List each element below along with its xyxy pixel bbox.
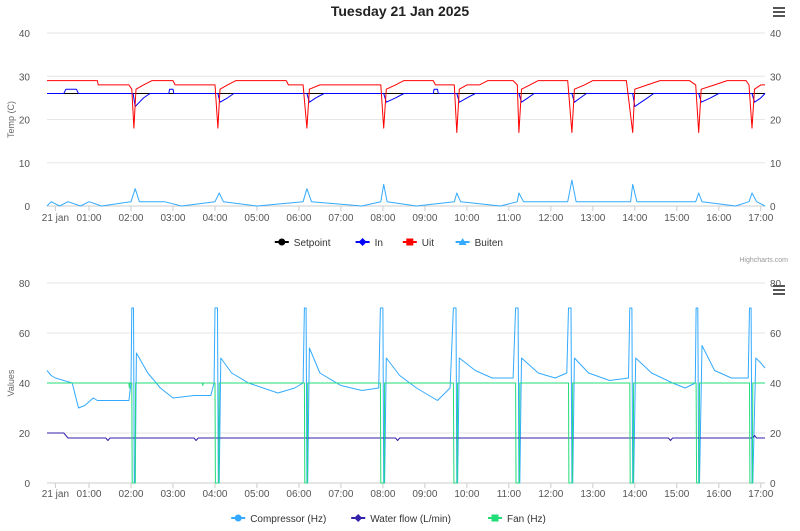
legend-item[interactable]: Fan (Hz) bbox=[488, 514, 546, 525]
legend-item[interactable]: Water flow (L/min) bbox=[351, 514, 451, 525]
square-marker-icon bbox=[406, 238, 414, 246]
x-tick-label: 09:00 bbox=[412, 213, 437, 224]
legend-label: Water flow (L/min) bbox=[370, 514, 451, 525]
y-tick-label-left: 40 bbox=[19, 29, 31, 40]
y-axis-title: Temp (C) bbox=[6, 101, 16, 138]
series-line-in bbox=[47, 88, 766, 107]
x-tick-label: 21 jan bbox=[42, 489, 69, 500]
y-tick-label-right: 40 bbox=[770, 379, 782, 390]
x-tick-label: 11:00 bbox=[497, 489, 522, 500]
x-tick-label: 12:00 bbox=[538, 489, 563, 500]
diamond-marker-icon bbox=[358, 238, 367, 246]
x-tick-label: 03:00 bbox=[160, 213, 185, 224]
circle-marker-icon bbox=[234, 514, 242, 522]
chart-title: Tuesday 21 Jan 2025 bbox=[331, 3, 469, 19]
x-tick-label: 01:00 bbox=[76, 489, 101, 500]
legend-label: Uit bbox=[422, 238, 434, 249]
y-tick-label-right: 10 bbox=[770, 159, 782, 170]
x-tick-label: 15:00 bbox=[664, 213, 689, 224]
y-tick-label-left: 20 bbox=[19, 429, 31, 440]
y-tick-label-left: 80 bbox=[19, 279, 31, 290]
legend-item[interactable]: Buiten bbox=[455, 238, 503, 249]
legend-label: In bbox=[375, 238, 383, 249]
x-tick-label: 11:00 bbox=[497, 213, 522, 224]
y-tick-label-left: 30 bbox=[19, 72, 31, 83]
x-tick-label: 14:00 bbox=[622, 213, 647, 224]
x-tick-label: 17:00 bbox=[748, 213, 773, 224]
x-tick-label: 01:00 bbox=[76, 213, 101, 224]
x-tick-label: 14:00 bbox=[622, 489, 647, 500]
diamond-marker-icon bbox=[354, 514, 363, 522]
x-tick-label: 08:00 bbox=[370, 213, 395, 224]
y-tick-label-right: 20 bbox=[770, 116, 782, 127]
highcharts-credit[interactable]: Highcharts.com bbox=[739, 257, 788, 264]
y-tick-label-left: 10 bbox=[19, 159, 31, 170]
x-tick-label: 05:00 bbox=[244, 489, 269, 500]
x-tick-label: 15:00 bbox=[664, 489, 689, 500]
x-tick-label: 16:00 bbox=[706, 489, 731, 500]
y-tick-label-right: 20 bbox=[770, 429, 782, 440]
series-line-water-flow-l-min- bbox=[47, 432, 765, 441]
legend-label: Fan (Hz) bbox=[507, 514, 546, 525]
legend-item[interactable]: Uit bbox=[402, 238, 434, 249]
y-tick-label-right: 40 bbox=[770, 29, 782, 40]
circle-marker-icon bbox=[278, 238, 286, 246]
x-tick-label: 09:00 bbox=[412, 489, 437, 500]
x-tick-label: 02:00 bbox=[118, 489, 143, 500]
x-tick-label: 16:00 bbox=[706, 213, 731, 224]
chart-1: 0 0 10 10 20 20 30 30 40 40 Temp (C) 21 jan 01:00 02:… bbox=[6, 29, 782, 249]
legend-item[interactable]: In bbox=[355, 238, 383, 249]
legend-label: Buiten bbox=[475, 238, 503, 249]
y-tick-label-left: 0 bbox=[24, 479, 30, 490]
x-tick-label: 08:00 bbox=[370, 489, 395, 500]
y-tick-label-left: 0 bbox=[24, 202, 30, 213]
y-tick-label-left: 20 bbox=[19, 116, 31, 127]
legend-item[interactable]: Compressor (Hz) bbox=[231, 514, 326, 525]
x-tick-label: 10:00 bbox=[454, 213, 479, 224]
legend-label: Setpoint bbox=[294, 238, 331, 249]
y-tick-label-right: 80 bbox=[770, 279, 782, 290]
x-tick-label: 12:00 bbox=[538, 213, 563, 224]
x-tick-label: 07:00 bbox=[328, 213, 353, 224]
y-tick-label-left: 40 bbox=[19, 379, 31, 390]
x-tick-label: 04:00 bbox=[202, 213, 227, 224]
series-line-buiten bbox=[46, 179, 766, 207]
square-marker-icon bbox=[491, 514, 499, 522]
x-tick-label: 03:00 bbox=[160, 489, 185, 500]
legend-label: Compressor (Hz) bbox=[250, 514, 326, 525]
x-tick-label: 13:00 bbox=[580, 489, 605, 500]
x-tick-label: 02:00 bbox=[118, 213, 143, 224]
x-tick-label: 21 jan bbox=[42, 213, 69, 224]
x-tick-label: 06:00 bbox=[286, 489, 311, 500]
x-tick-label: 06:00 bbox=[286, 213, 311, 224]
chart-2: 0 0 20 20 40 40 60 60 80 80 Values 21 jan 01:00 02:00… bbox=[6, 279, 782, 525]
x-tick-label: 05:00 bbox=[244, 213, 269, 224]
x-tick-label: 10:00 bbox=[454, 489, 479, 500]
hamburger-menu-icon[interactable] bbox=[773, 7, 785, 17]
legend-item[interactable]: Setpoint bbox=[274, 238, 331, 249]
x-tick-label: 07:00 bbox=[328, 489, 353, 500]
hamburger-menu-icon[interactable] bbox=[773, 285, 785, 295]
series-line-compressor-hz- bbox=[46, 307, 766, 484]
x-tick-label: 17:00 bbox=[748, 489, 773, 500]
y-tick-label-right: 0 bbox=[770, 479, 776, 490]
series-line-uit bbox=[47, 80, 765, 133]
series-line-fan-hz- bbox=[47, 382, 765, 484]
x-tick-label: 04:00 bbox=[202, 489, 227, 500]
y-tick-label-right: 0 bbox=[770, 202, 776, 213]
y-tick-label-right: 60 bbox=[770, 329, 782, 340]
y-axis-title: Values bbox=[6, 369, 16, 396]
y-tick-label-right: 30 bbox=[770, 72, 782, 83]
x-tick-label: 13:00 bbox=[580, 213, 605, 224]
triangle-marker-icon bbox=[458, 238, 467, 245]
y-tick-label-left: 60 bbox=[19, 329, 31, 340]
